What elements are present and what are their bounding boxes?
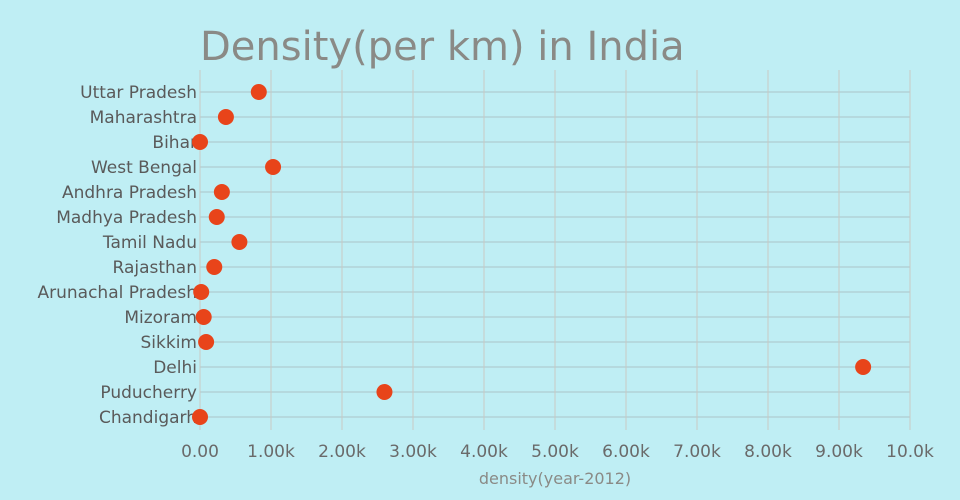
data-point[interactable] <box>208 209 225 225</box>
x-tick-label: 0.00 <box>181 442 219 462</box>
data-point[interactable] <box>192 409 208 425</box>
data-point[interactable] <box>250 84 267 100</box>
y-tick-label: Andhra Pradesh <box>62 183 197 203</box>
y-tick-label: Maharashtra <box>90 108 197 128</box>
data-point[interactable] <box>265 159 282 175</box>
x-tick-label: 3.00k <box>389 442 437 462</box>
x-tick-label: 4.00k <box>460 442 508 462</box>
y-tick-label: Arunachal Pradesh <box>38 283 198 303</box>
data-point[interactable] <box>192 134 208 150</box>
x-tick-label: 8.00k <box>744 442 792 462</box>
y-tick-label: Sikkim <box>141 333 198 353</box>
y-tick-label: Rajasthan <box>113 258 198 278</box>
x-tick-label: 6.00k <box>602 442 650 462</box>
data-point[interactable] <box>217 109 234 125</box>
data-point[interactable] <box>855 359 872 375</box>
data-point[interactable] <box>213 184 230 200</box>
chart-title: Density(per km) in India <box>200 24 685 70</box>
x-axis-label: density(year-2012) <box>479 469 631 488</box>
y-tick-label: Mizoram <box>124 308 197 328</box>
x-tick-label: 2.00k <box>318 442 366 462</box>
y-tick-label: Delhi <box>153 358 197 378</box>
data-point[interactable] <box>198 334 215 350</box>
x-tick-label: 1.00k <box>247 442 295 462</box>
data-point[interactable] <box>376 384 393 400</box>
y-tick-label: Madhya Pradesh <box>56 208 197 228</box>
data-point[interactable] <box>231 234 248 250</box>
y-tick-label: West Bengal <box>91 158 197 178</box>
y-tick-label: Puducherry <box>100 383 197 403</box>
x-tick-label: 9.00k <box>815 442 863 462</box>
data-point[interactable] <box>195 309 212 325</box>
data-point[interactable] <box>206 259 223 275</box>
y-axis-labels: Uttar Pradesh Maharashtra Bihar West Bengal… <box>38 83 198 428</box>
x-tick-label: 7.00k <box>673 442 721 462</box>
x-axis-ticks: 0.00 1.00k 2.00k 3.00k 4.00k 5.00k 6.00k 7.00k 8… <box>181 442 934 462</box>
y-tick-label: Tamil Nadu <box>102 233 197 253</box>
y-tick-label: Chandigarh <box>99 408 197 428</box>
data-points <box>192 84 872 425</box>
x-tick-label: 5.00k <box>531 442 579 462</box>
y-tick-label: Uttar Pradesh <box>80 83 197 103</box>
y-tick-label: Bihar <box>152 133 197 153</box>
grid <box>199 70 911 430</box>
data-point[interactable] <box>193 284 210 300</box>
x-tick-label: 10.0k <box>886 442 934 462</box>
